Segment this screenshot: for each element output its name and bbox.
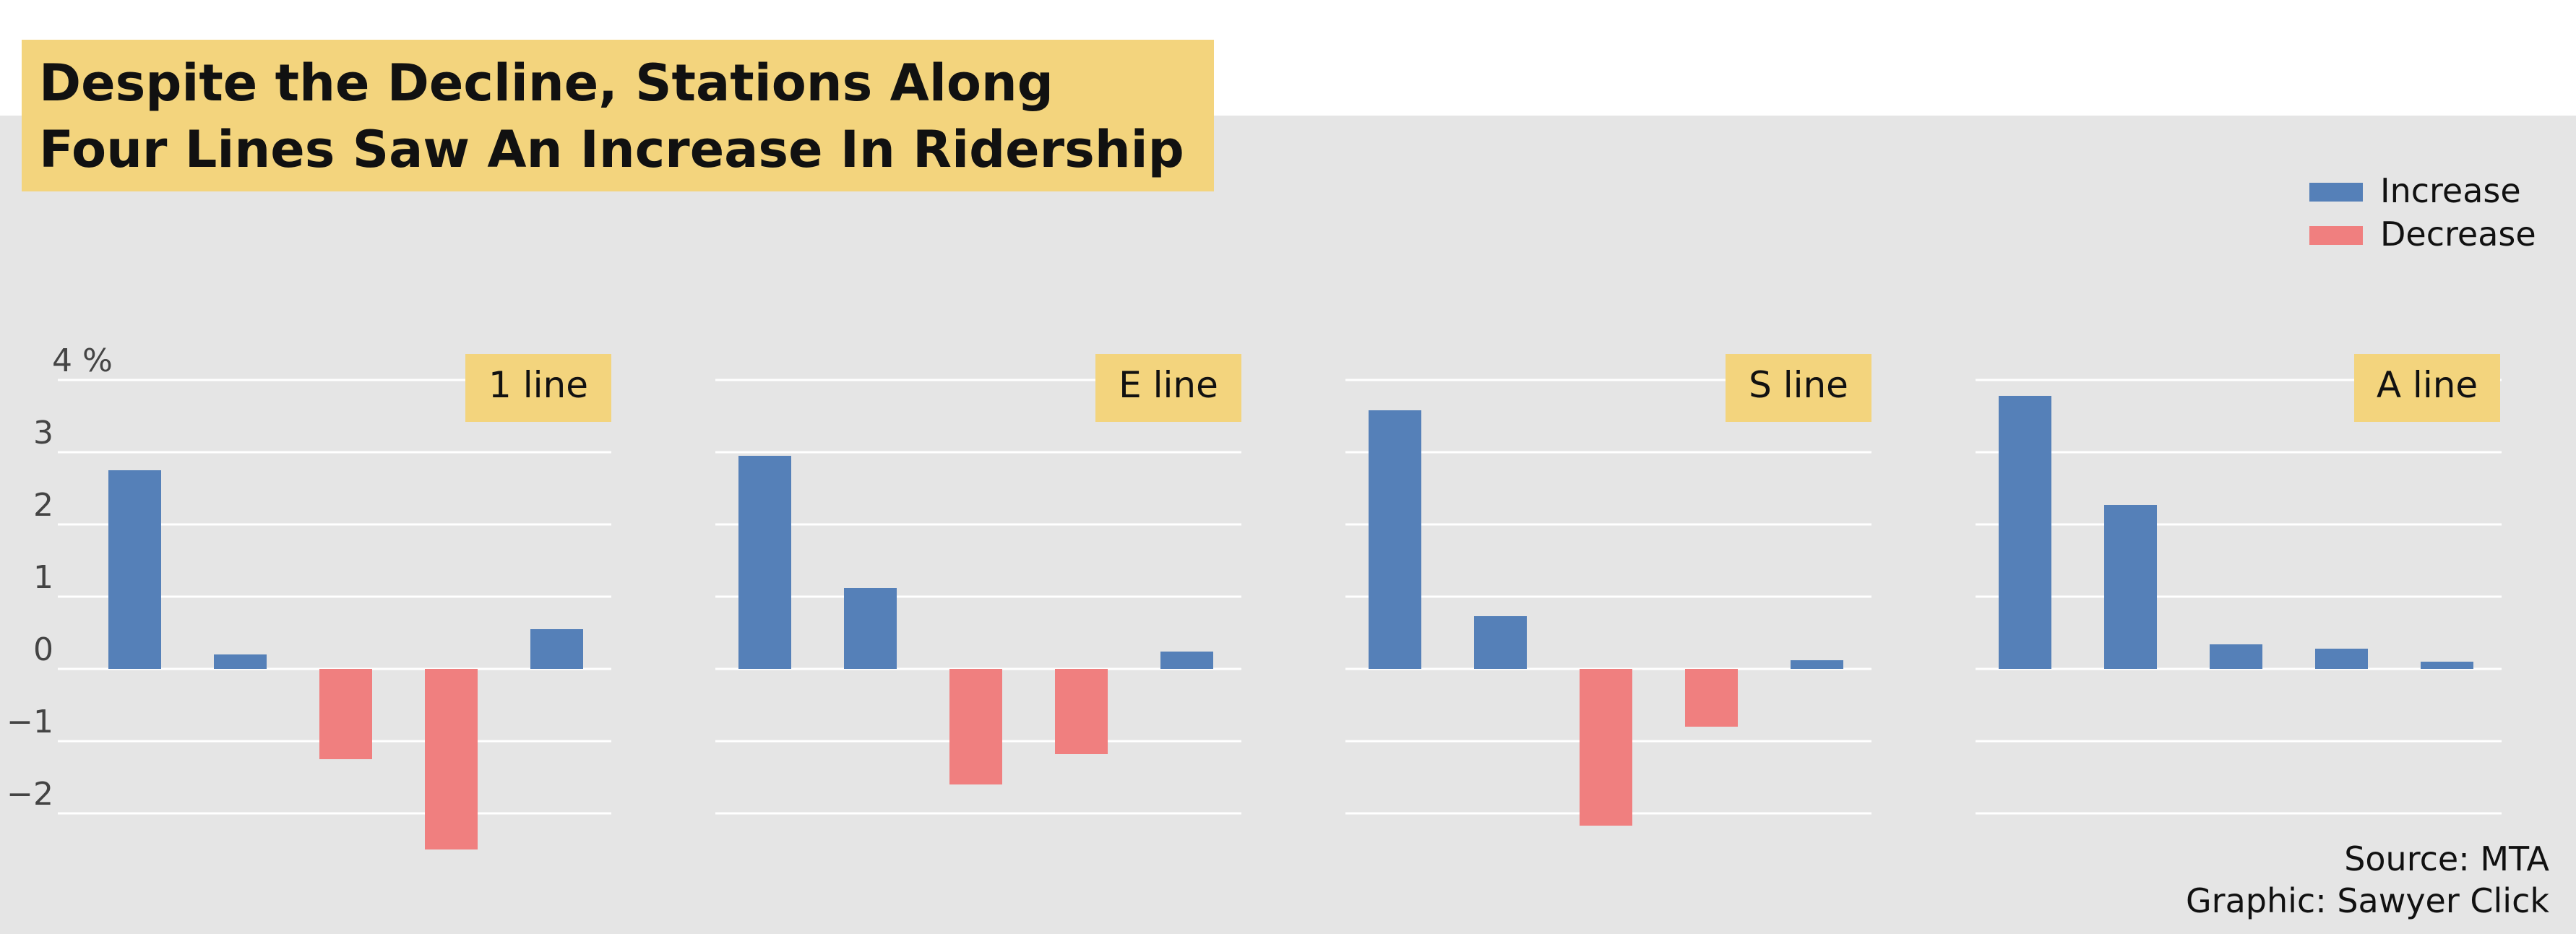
graphic-credit-line: Graphic: Sawyer Click: [2186, 881, 2549, 920]
bar-s-line-4: [1685, 669, 1738, 727]
bar-a-line-3: [2210, 644, 2262, 669]
legend: Increase Decrease: [2309, 171, 2536, 254]
y-tick-label: 3: [33, 415, 53, 451]
panel-label-a-line: A line: [2377, 364, 2478, 406]
bar-a-line-2: [2104, 505, 2157, 669]
panel-label-box-1-line: [465, 354, 611, 422]
panel-labels: 1 line E line S line A line: [465, 354, 2500, 422]
bar-e-line-1: [738, 456, 791, 669]
bar-1-line-2: [214, 654, 267, 669]
panel-label-box-e-line: [1095, 354, 1241, 422]
title-box: Despite the Decline, Stations Along Four…: [22, 40, 1214, 191]
bar-1-line-3: [319, 669, 372, 759]
y-tick-label: 2: [33, 487, 53, 524]
chart-title-line-2: Four Lines Saw An Increase In Ridership: [39, 120, 1184, 179]
legend-swatch-increase: [2309, 183, 2363, 202]
panel-label-s-line: S line: [1749, 364, 1848, 406]
bar-s-line-1: [1369, 410, 1421, 669]
y-tick-label: −2: [7, 776, 53, 813]
bar-s-line-2: [1474, 616, 1527, 669]
panel-label-e-line: E line: [1119, 364, 1218, 406]
bar-s-line-3: [1580, 669, 1632, 826]
panel-label-box-a-line: [2354, 354, 2500, 422]
y-tick-label: 4 %: [52, 342, 113, 379]
panel-label-1-line: 1 line: [488, 364, 588, 406]
legend-label-increase: Increase: [2380, 171, 2521, 210]
bar-e-line-2: [844, 588, 897, 669]
bar-e-line-5: [1160, 652, 1213, 669]
source-line: Source: MTA: [2344, 839, 2549, 878]
y-tick-label: 0: [33, 631, 53, 668]
bar-a-line-4: [2315, 649, 2368, 669]
bar-e-line-3: [949, 669, 1002, 784]
legend-label-decrease: Decrease: [2380, 215, 2536, 254]
bar-1-line-5: [530, 629, 583, 669]
legend-swatch-decrease: [2309, 226, 2363, 245]
bar-1-line-4: [425, 669, 478, 849]
y-tick-label: 1: [33, 559, 53, 596]
chart-title-line-1: Despite the Decline, Stations Along: [39, 53, 1054, 113]
bars-layer: [108, 396, 2473, 849]
panel-label-box-s-line: [1726, 354, 1871, 422]
source-notes: Source: MTA Graphic: Sawyer Click: [2186, 839, 2549, 920]
bar-1-line-1: [108, 470, 161, 669]
bar-a-line-5: [2421, 662, 2473, 669]
y-tick-label: −1: [7, 704, 53, 740]
bar-a-line-1: [1999, 396, 2051, 669]
y-axis-ticks: 4 % 3 2 1 0 −1 −2: [7, 342, 113, 813]
bar-s-line-5: [1791, 660, 1843, 669]
bar-e-line-4: [1055, 669, 1108, 754]
